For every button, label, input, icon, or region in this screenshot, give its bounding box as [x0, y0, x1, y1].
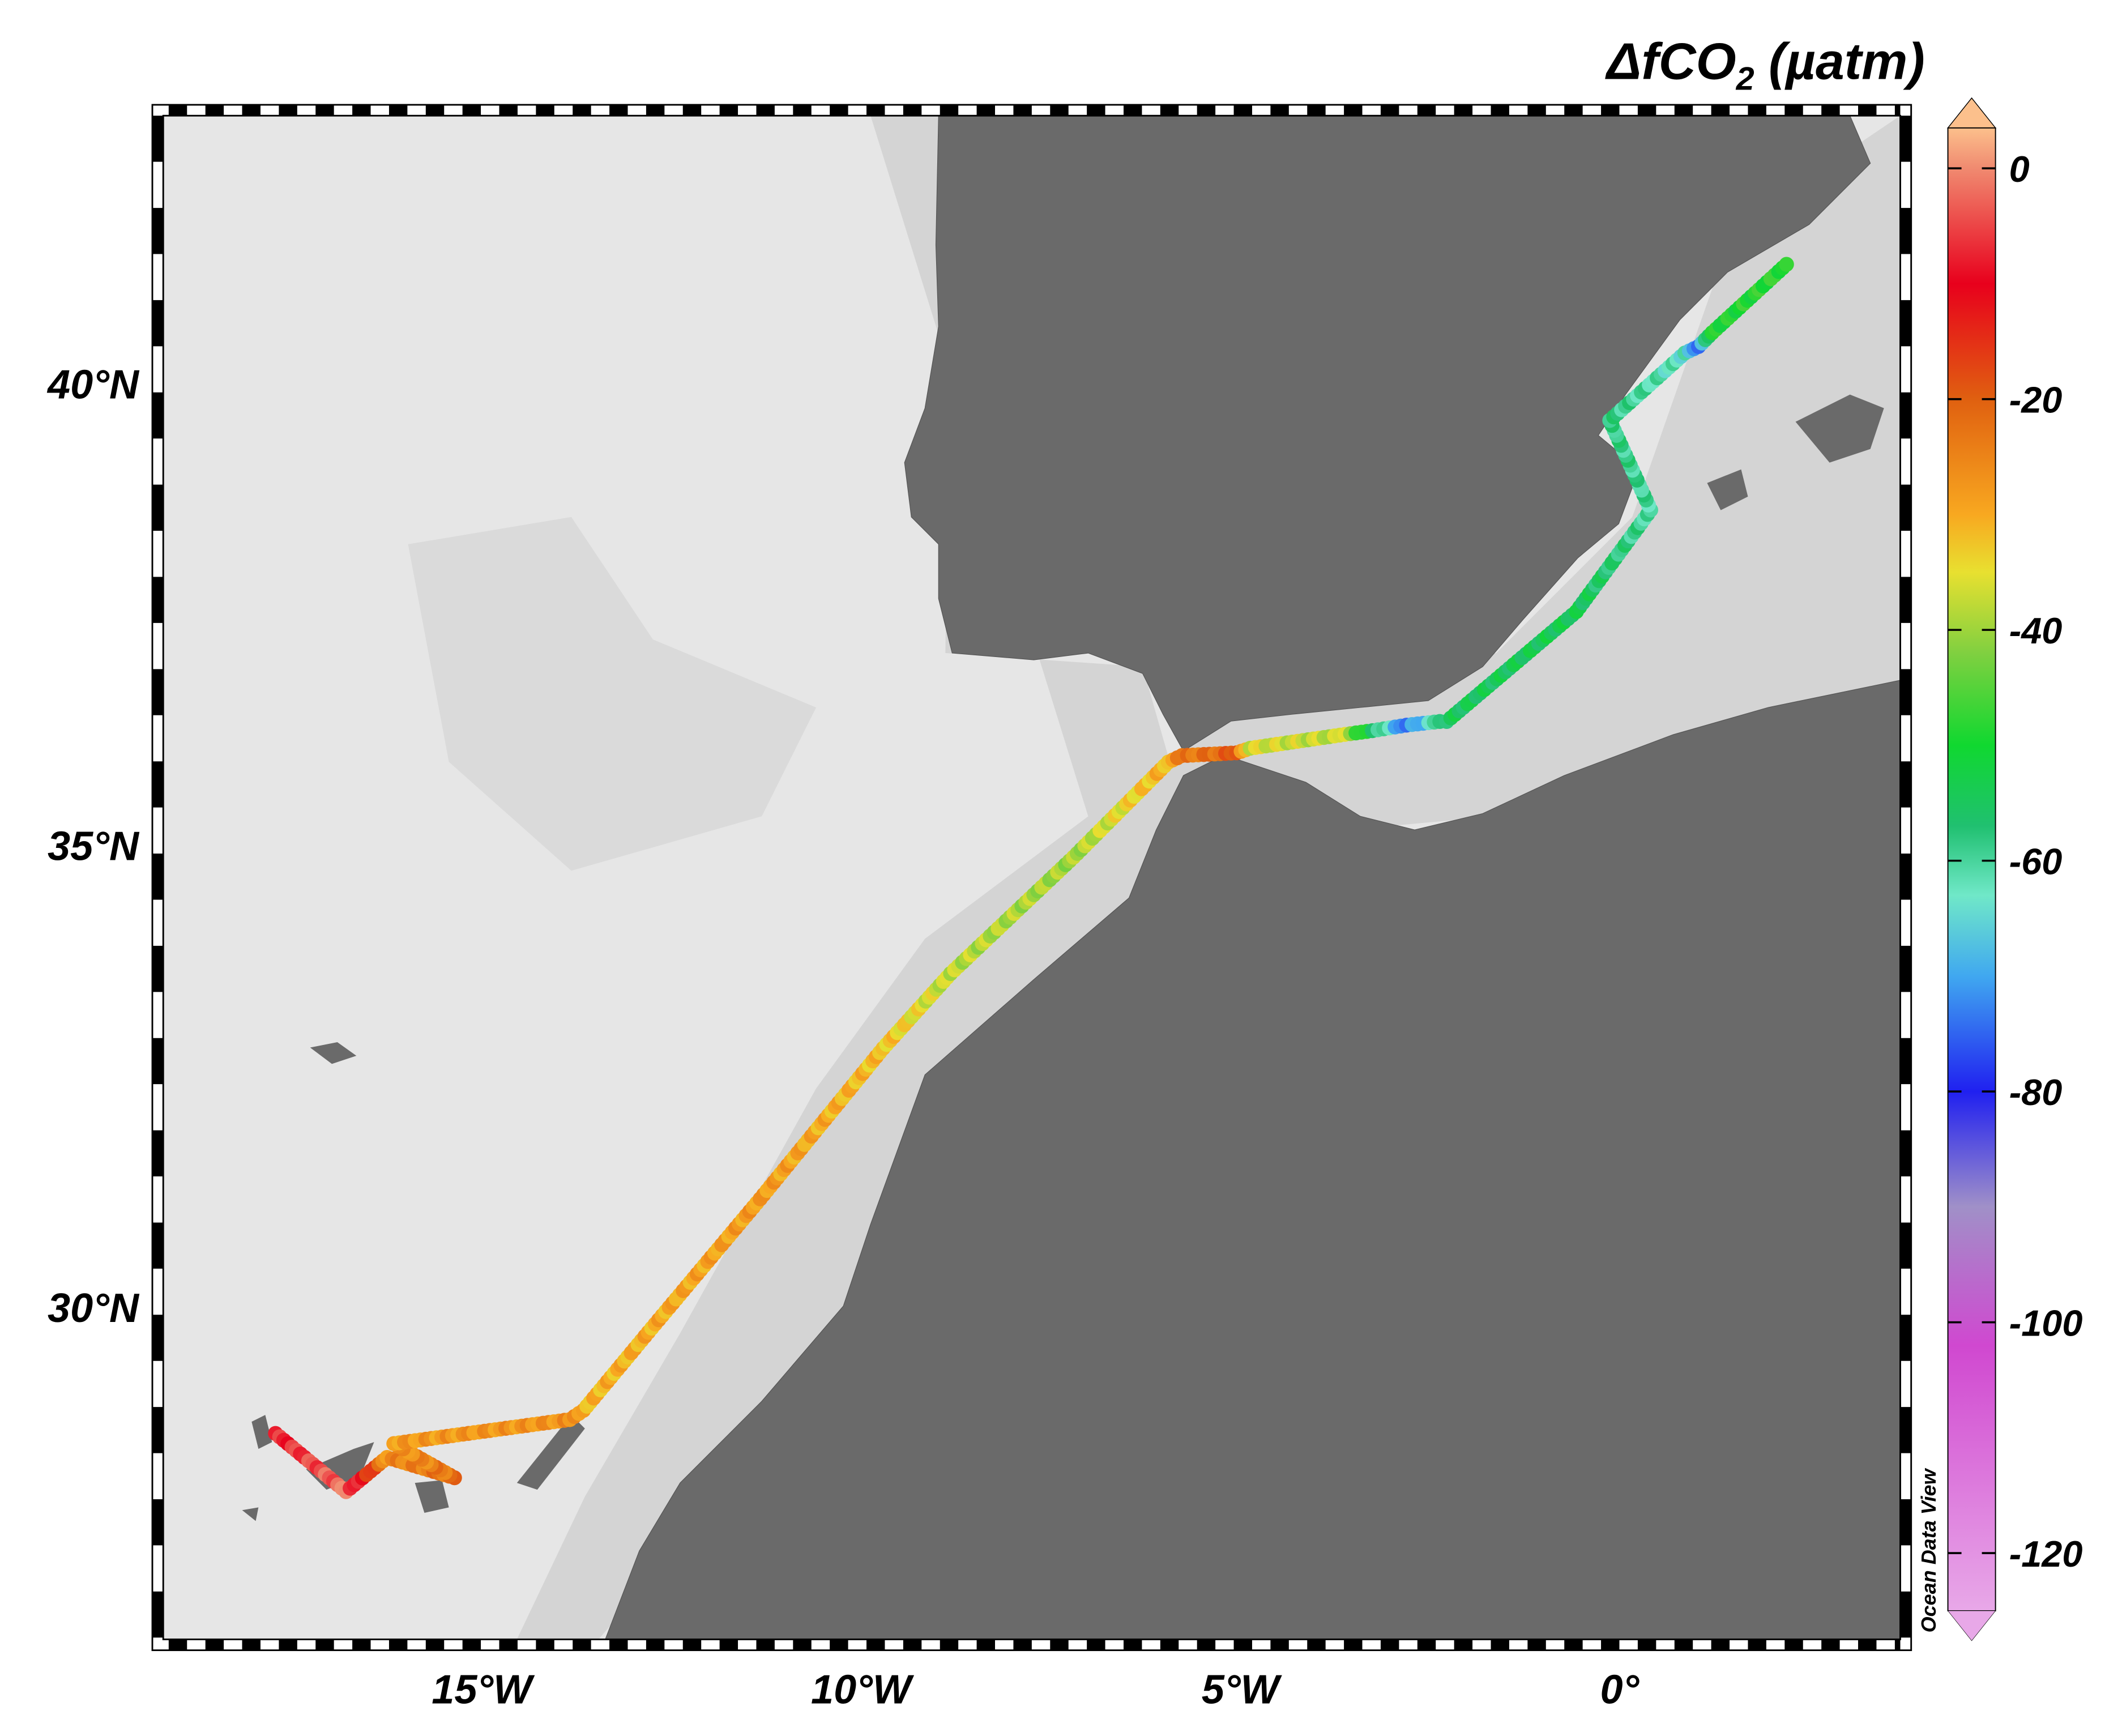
africa-land	[605, 680, 1901, 1640]
colorbar-tick-label: -60	[2009, 841, 2063, 882]
longitude-label: 10°W	[811, 1667, 915, 1712]
canary-fuerteventura	[516, 1415, 585, 1490]
canary-gran-canaria	[415, 1480, 449, 1513]
colorbar-tick-label: -20	[2009, 379, 2063, 421]
colorbar: 0 -20 -40 -60 -80 -100 -120	[1947, 97, 2083, 1641]
longitude-label: 0°	[1600, 1667, 1639, 1712]
longitude-label: 5°W	[1202, 1667, 1283, 1712]
latitude-label: 35°N	[48, 824, 140, 869]
iberia-land	[904, 116, 1871, 752]
colorbar-tick-label: -100	[2009, 1303, 2083, 1344]
latitude-labels: 40°N 35°N 30°N	[46, 362, 140, 1330]
canary-la-palma	[251, 1415, 272, 1449]
colorbar-tick-label: -120	[2009, 1533, 2083, 1575]
madeira-island	[310, 1042, 357, 1064]
colorbar-title: ΔfCO2 (µatm)	[1605, 32, 1925, 97]
colorbar-bottom-arrow	[1947, 1610, 1996, 1641]
balearic-ibiza	[1707, 469, 1748, 510]
latitude-label: 40°N	[46, 362, 140, 407]
balearic-mallorca	[1795, 394, 1884, 463]
longitude-label: 15°W	[432, 1667, 535, 1712]
colorbar-tick-label: -80	[2009, 1072, 2063, 1113]
colorbar-tick-label: 0	[2009, 148, 2030, 190]
ocean-data-view-watermark: Ocean Data View	[1917, 1468, 1940, 1632]
deep-shading	[408, 517, 817, 871]
colorbar-tick-label: -40	[2009, 610, 2063, 651]
colorbar-bar	[1947, 127, 1996, 1611]
map-panel	[163, 116, 1901, 1640]
cruise-track	[268, 257, 1794, 1499]
latitude-label: 30°N	[48, 1286, 140, 1331]
track-point	[1779, 257, 1794, 272]
colorbar-top-arrow	[1947, 97, 1997, 129]
map-frame	[151, 104, 1912, 1652]
longitude-labels: 15°W 10°W 5°W 0°	[432, 1667, 1639, 1712]
canary-hierro	[242, 1507, 259, 1521]
